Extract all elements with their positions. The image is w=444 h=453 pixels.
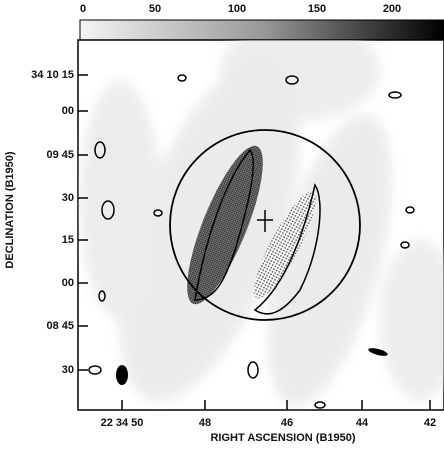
- y-tick-label: 08 45: [46, 320, 74, 332]
- colorbar-tick-label: 150: [308, 3, 326, 15]
- figure: DECLINATION (B1950) RIGHT ASCENSION (B19…: [0, 0, 444, 448]
- y-tick-label: 34 10 15: [31, 69, 74, 81]
- x-tick-label: 42: [424, 417, 436, 429]
- y-tick-label: 00: [62, 277, 74, 289]
- x-tick-label: 48: [199, 417, 211, 429]
- colorbar-tick-label: 200: [383, 3, 401, 15]
- x-tick-label: 44: [356, 417, 369, 429]
- y-tick-label: 30: [62, 192, 74, 204]
- y-tick-label: 00: [62, 105, 74, 117]
- x-axis-label: RIGHT ASCENSION (B1950): [210, 432, 355, 444]
- colorbar: [80, 20, 444, 40]
- colorbar-tick-label: 50: [149, 3, 161, 15]
- y-tick-label: 09 45: [46, 149, 74, 161]
- y-tick-label: 30: [62, 364, 74, 376]
- y-tick-label: 15: [62, 234, 74, 246]
- page: {"colorbar": {"ticks": ["0", "50", "100"…: [0, 0, 444, 448]
- colorbar-tick-label: 0: [80, 3, 86, 15]
- colorbar-tick-label: 100: [228, 3, 246, 15]
- x-tick-label: 22 34 50: [101, 417, 144, 429]
- y-axis-label: DECLINATION (B1950): [4, 151, 16, 268]
- x-tick-label: 46: [281, 417, 293, 429]
